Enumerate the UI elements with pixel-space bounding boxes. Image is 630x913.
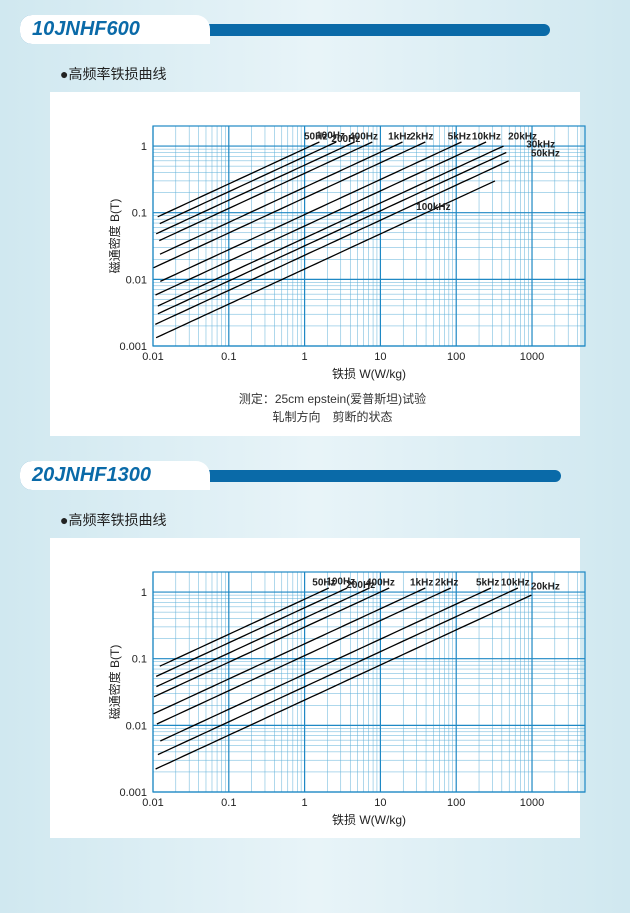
svg-text:0.1: 0.1 [221,351,236,363]
svg-text:1: 1 [302,351,308,363]
section-title: 20JNHF1300 [32,464,151,486]
svg-text:0.001: 0.001 [119,341,147,353]
svg-text:20kHz: 20kHz [531,581,560,592]
svg-text:100: 100 [447,351,465,363]
title-bar: 20JNHF1300 [20,461,610,490]
svg-text:400Hz: 400Hz [349,132,378,143]
svg-text:0.1: 0.1 [221,797,236,809]
svg-text:2kHz: 2kHz [410,132,433,143]
svg-text:0.01: 0.01 [126,274,147,286]
svg-text:50kHz: 50kHz [531,148,560,159]
subtitle: ●高频率铁损曲线 [60,64,610,84]
svg-text:磁通密度 B(T): 磁通密度 B(T) [107,645,122,720]
chart-panel: 50Hz100Hz200Hz400Hz1kHz2kHz5kHz10kHz20kH… [50,538,580,838]
svg-text:10: 10 [374,351,386,363]
svg-text:5kHz: 5kHz [448,132,471,143]
section-title: 10JNHF600 [32,18,140,40]
svg-text:10: 10 [374,797,386,809]
svg-text:铁损 W(W/kg): 铁损 W(W/kg) [332,813,406,827]
chart-caption: 测定：25cm epstein(爱普斯坦)试验轧制方向 剪断的状态 [105,390,560,426]
svg-text:5kHz: 5kHz [476,578,499,589]
chart-panel: 50Hz100Hz200Hz400Hz1kHz2kHz5kHz10kHz20kH… [50,92,580,436]
svg-text:1: 1 [141,587,147,599]
svg-text:100: 100 [447,797,465,809]
svg-text:10kHz: 10kHz [472,132,501,143]
svg-text:0.1: 0.1 [132,208,147,220]
svg-text:1000: 1000 [520,351,544,363]
svg-text:1: 1 [302,797,308,809]
svg-text:0.01: 0.01 [126,720,147,732]
svg-text:0.1: 0.1 [132,654,147,666]
loglog-chart-svg: 50Hz100Hz200Hz400Hz1kHz2kHz5kHz10kHz20kH… [105,112,595,382]
title-pill: 10JNHF600 [20,15,170,44]
svg-text:1: 1 [141,141,147,153]
svg-text:100kHz: 100kHz [416,202,450,213]
svg-text:2kHz: 2kHz [435,578,458,589]
svg-text:磁通密度 B(T): 磁通密度 B(T) [107,199,122,274]
loglog-chart-svg: 50Hz100Hz200Hz400Hz1kHz2kHz5kHz10kHz20kH… [105,558,595,828]
title-tail [161,470,561,482]
svg-text:1kHz: 1kHz [410,578,433,589]
svg-text:铁损 W(W/kg): 铁损 W(W/kg) [332,367,406,381]
subtitle: ●高频率铁损曲线 [60,510,610,530]
svg-text:1000: 1000 [520,797,544,809]
svg-text:1kHz: 1kHz [388,132,411,143]
title-pill: 20JNHF1300 [20,461,181,490]
section-s2: 20JNHF1300 ●高频率铁损曲线 50Hz100Hz200Hz400Hz1… [0,446,630,848]
svg-text:400Hz: 400Hz [366,578,395,589]
svg-text:10kHz: 10kHz [501,578,530,589]
section-s1: 10JNHF600 ●高频率铁损曲线 50Hz100Hz200Hz400Hz1k… [0,0,630,446]
svg-text:0.001: 0.001 [119,787,147,799]
title-bar: 10JNHF600 [20,15,610,44]
